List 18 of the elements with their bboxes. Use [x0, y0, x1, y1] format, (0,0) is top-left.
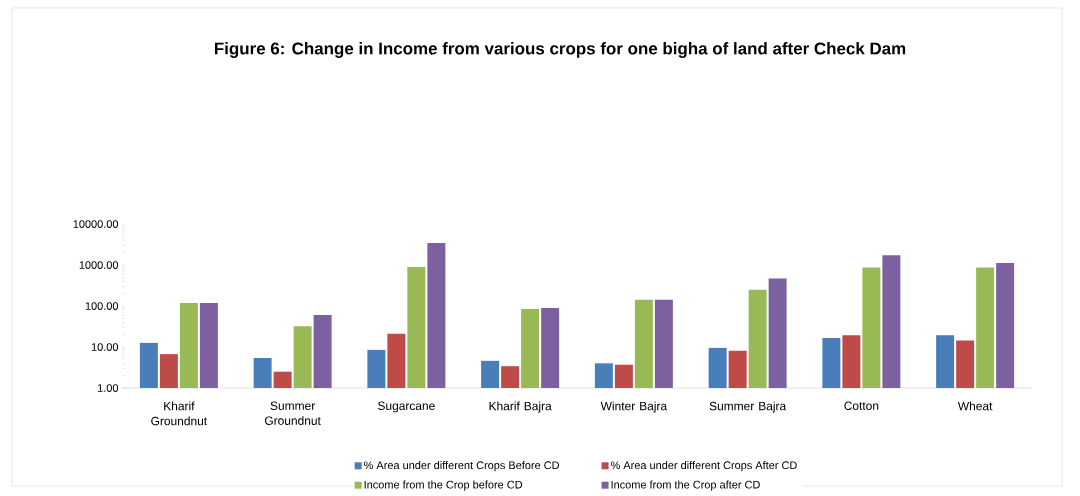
- x-tick-label: Cotton: [844, 401, 879, 410]
- legend-label: % Area under different Crops After CD: [610, 461, 797, 472]
- y-tick-label: 10.00: [91, 343, 119, 351]
- x-tick-label: Summer Groundnut: [264, 401, 321, 425]
- y-tick-label: 100.00: [85, 302, 119, 310]
- legend-label: % Area under different Crops Before CD: [364, 461, 560, 472]
- x-tick-label: Summer Bajra: [709, 401, 787, 413]
- x-tick-label: Sugarcane: [378, 401, 435, 413]
- x-tick-label: Wheat: [957, 401, 993, 411]
- legend-label: Income from the Crop before CD: [364, 480, 523, 491]
- x-tick-label: Winter Bajra: [600, 401, 668, 413]
- chart-title: Figure 6: Change in Income from various crops for one bigha of land after Check Dam: [214, 42, 906, 58]
- y-tick-label: 1000.00: [79, 261, 119, 269]
- legend-label: Income from the Crop after CD: [611, 480, 760, 491]
- x-tick-label: Kharif Bajra: [489, 401, 552, 413]
- y-tick-label: 1.00: [97, 384, 119, 392]
- y-tick-label: 10000.00: [73, 220, 119, 228]
- x-tick-label: Kharif Groundnut: [151, 401, 208, 426]
